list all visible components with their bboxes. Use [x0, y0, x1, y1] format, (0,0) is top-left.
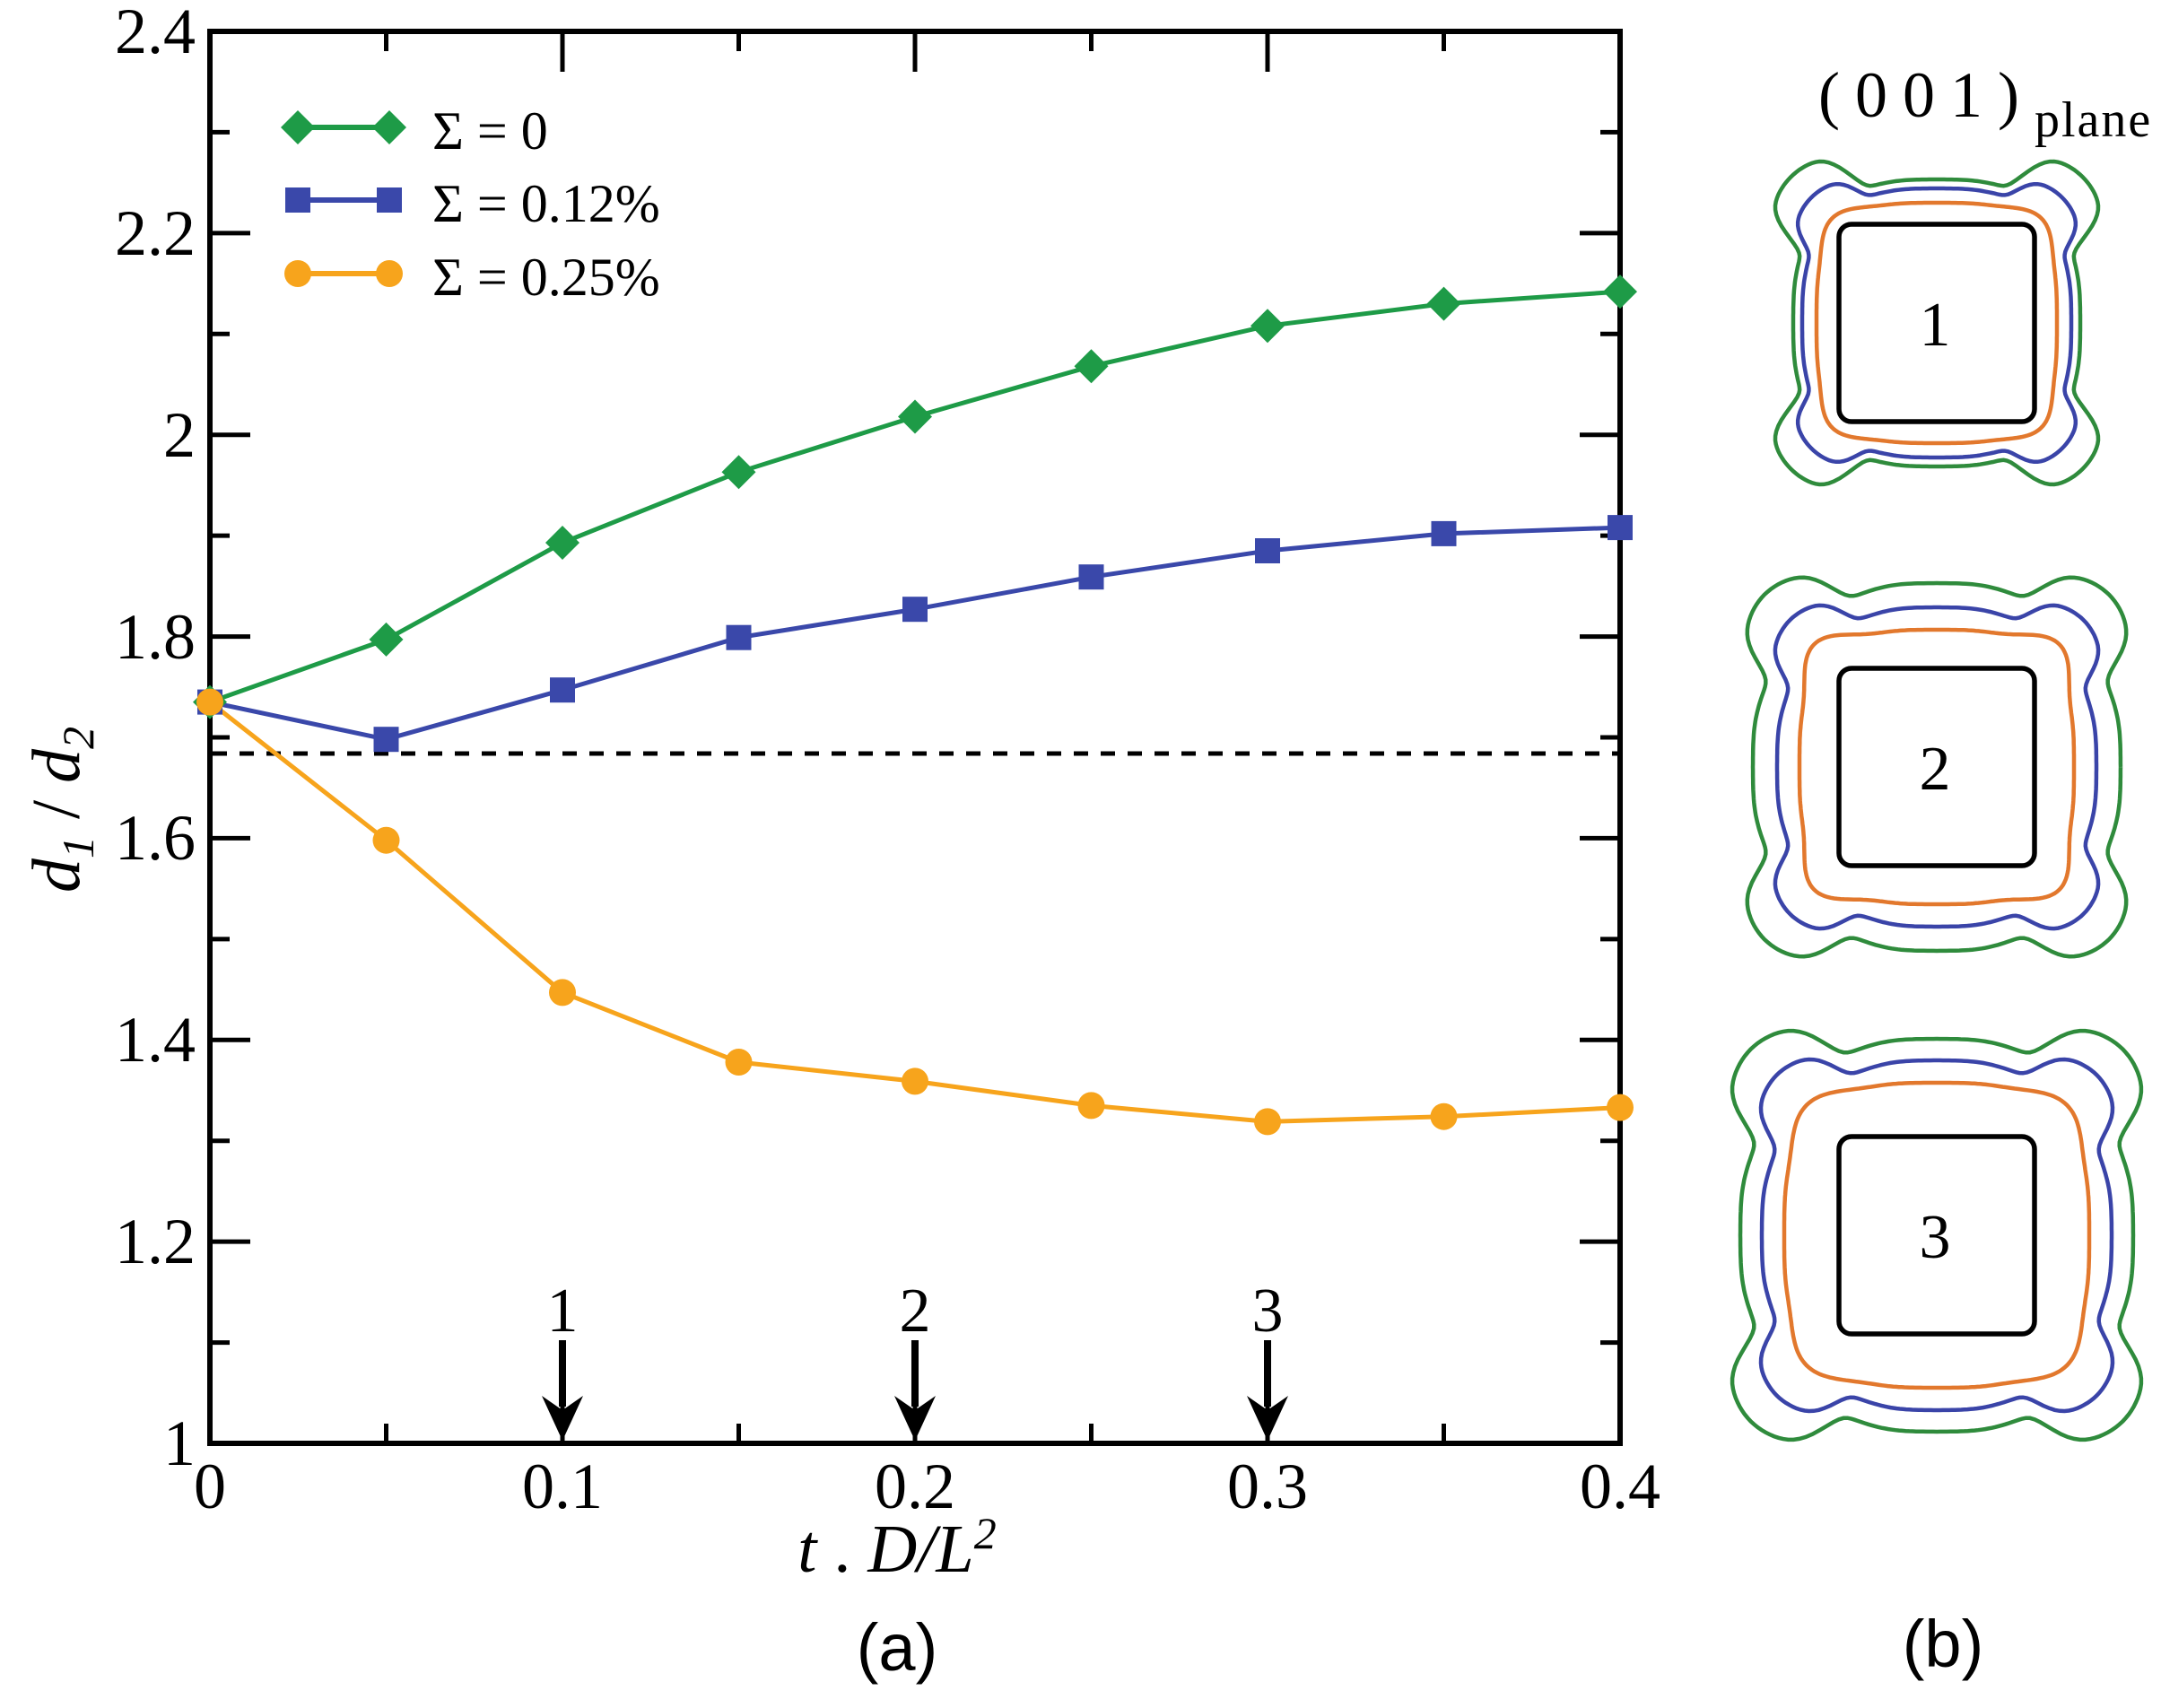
svg-text:3: 3	[1920, 1203, 1951, 1272]
svg-text:0.3: 0.3	[1227, 1451, 1308, 1522]
svg-text:1.2: 1.2	[115, 1206, 196, 1277]
svg-text:0.1: 0.1	[522, 1451, 603, 1522]
svg-text:1.8: 1.8	[115, 601, 196, 673]
svg-text:0.2: 0.2	[875, 1451, 955, 1522]
svg-text:(b): (b)	[1903, 1607, 1983, 1681]
svg-text:(a): (a)	[857, 1610, 937, 1685]
svg-text:0.4: 0.4	[1580, 1451, 1660, 1522]
svg-text:2: 2	[1920, 735, 1951, 804]
svg-text:Σ = 0: Σ = 0	[432, 101, 548, 161]
svg-text:Σ = 0.25%: Σ = 0.25%	[432, 248, 660, 307]
svg-text:1: 1	[1920, 291, 1951, 360]
svg-text:2.4: 2.4	[115, 0, 196, 67]
svg-text:1: 1	[547, 1277, 579, 1346]
svg-text:2: 2	[900, 1277, 931, 1346]
svg-text:2.2: 2.2	[115, 197, 196, 269]
svg-text:1.6: 1.6	[115, 802, 196, 874]
svg-text:0: 0	[194, 1451, 226, 1522]
svg-text:3: 3	[1252, 1277, 1284, 1346]
svg-text:1: 1	[163, 1407, 196, 1479]
svg-text:2: 2	[163, 399, 196, 471]
svg-text:t . D/L2: t . D/L2	[797, 1508, 996, 1587]
svg-text:Σ = 0.12%: Σ = 0.12%	[432, 174, 660, 233]
svg-text:1.4: 1.4	[115, 1004, 196, 1076]
svg-text:d1 / d2: d1 / d2	[19, 727, 103, 893]
